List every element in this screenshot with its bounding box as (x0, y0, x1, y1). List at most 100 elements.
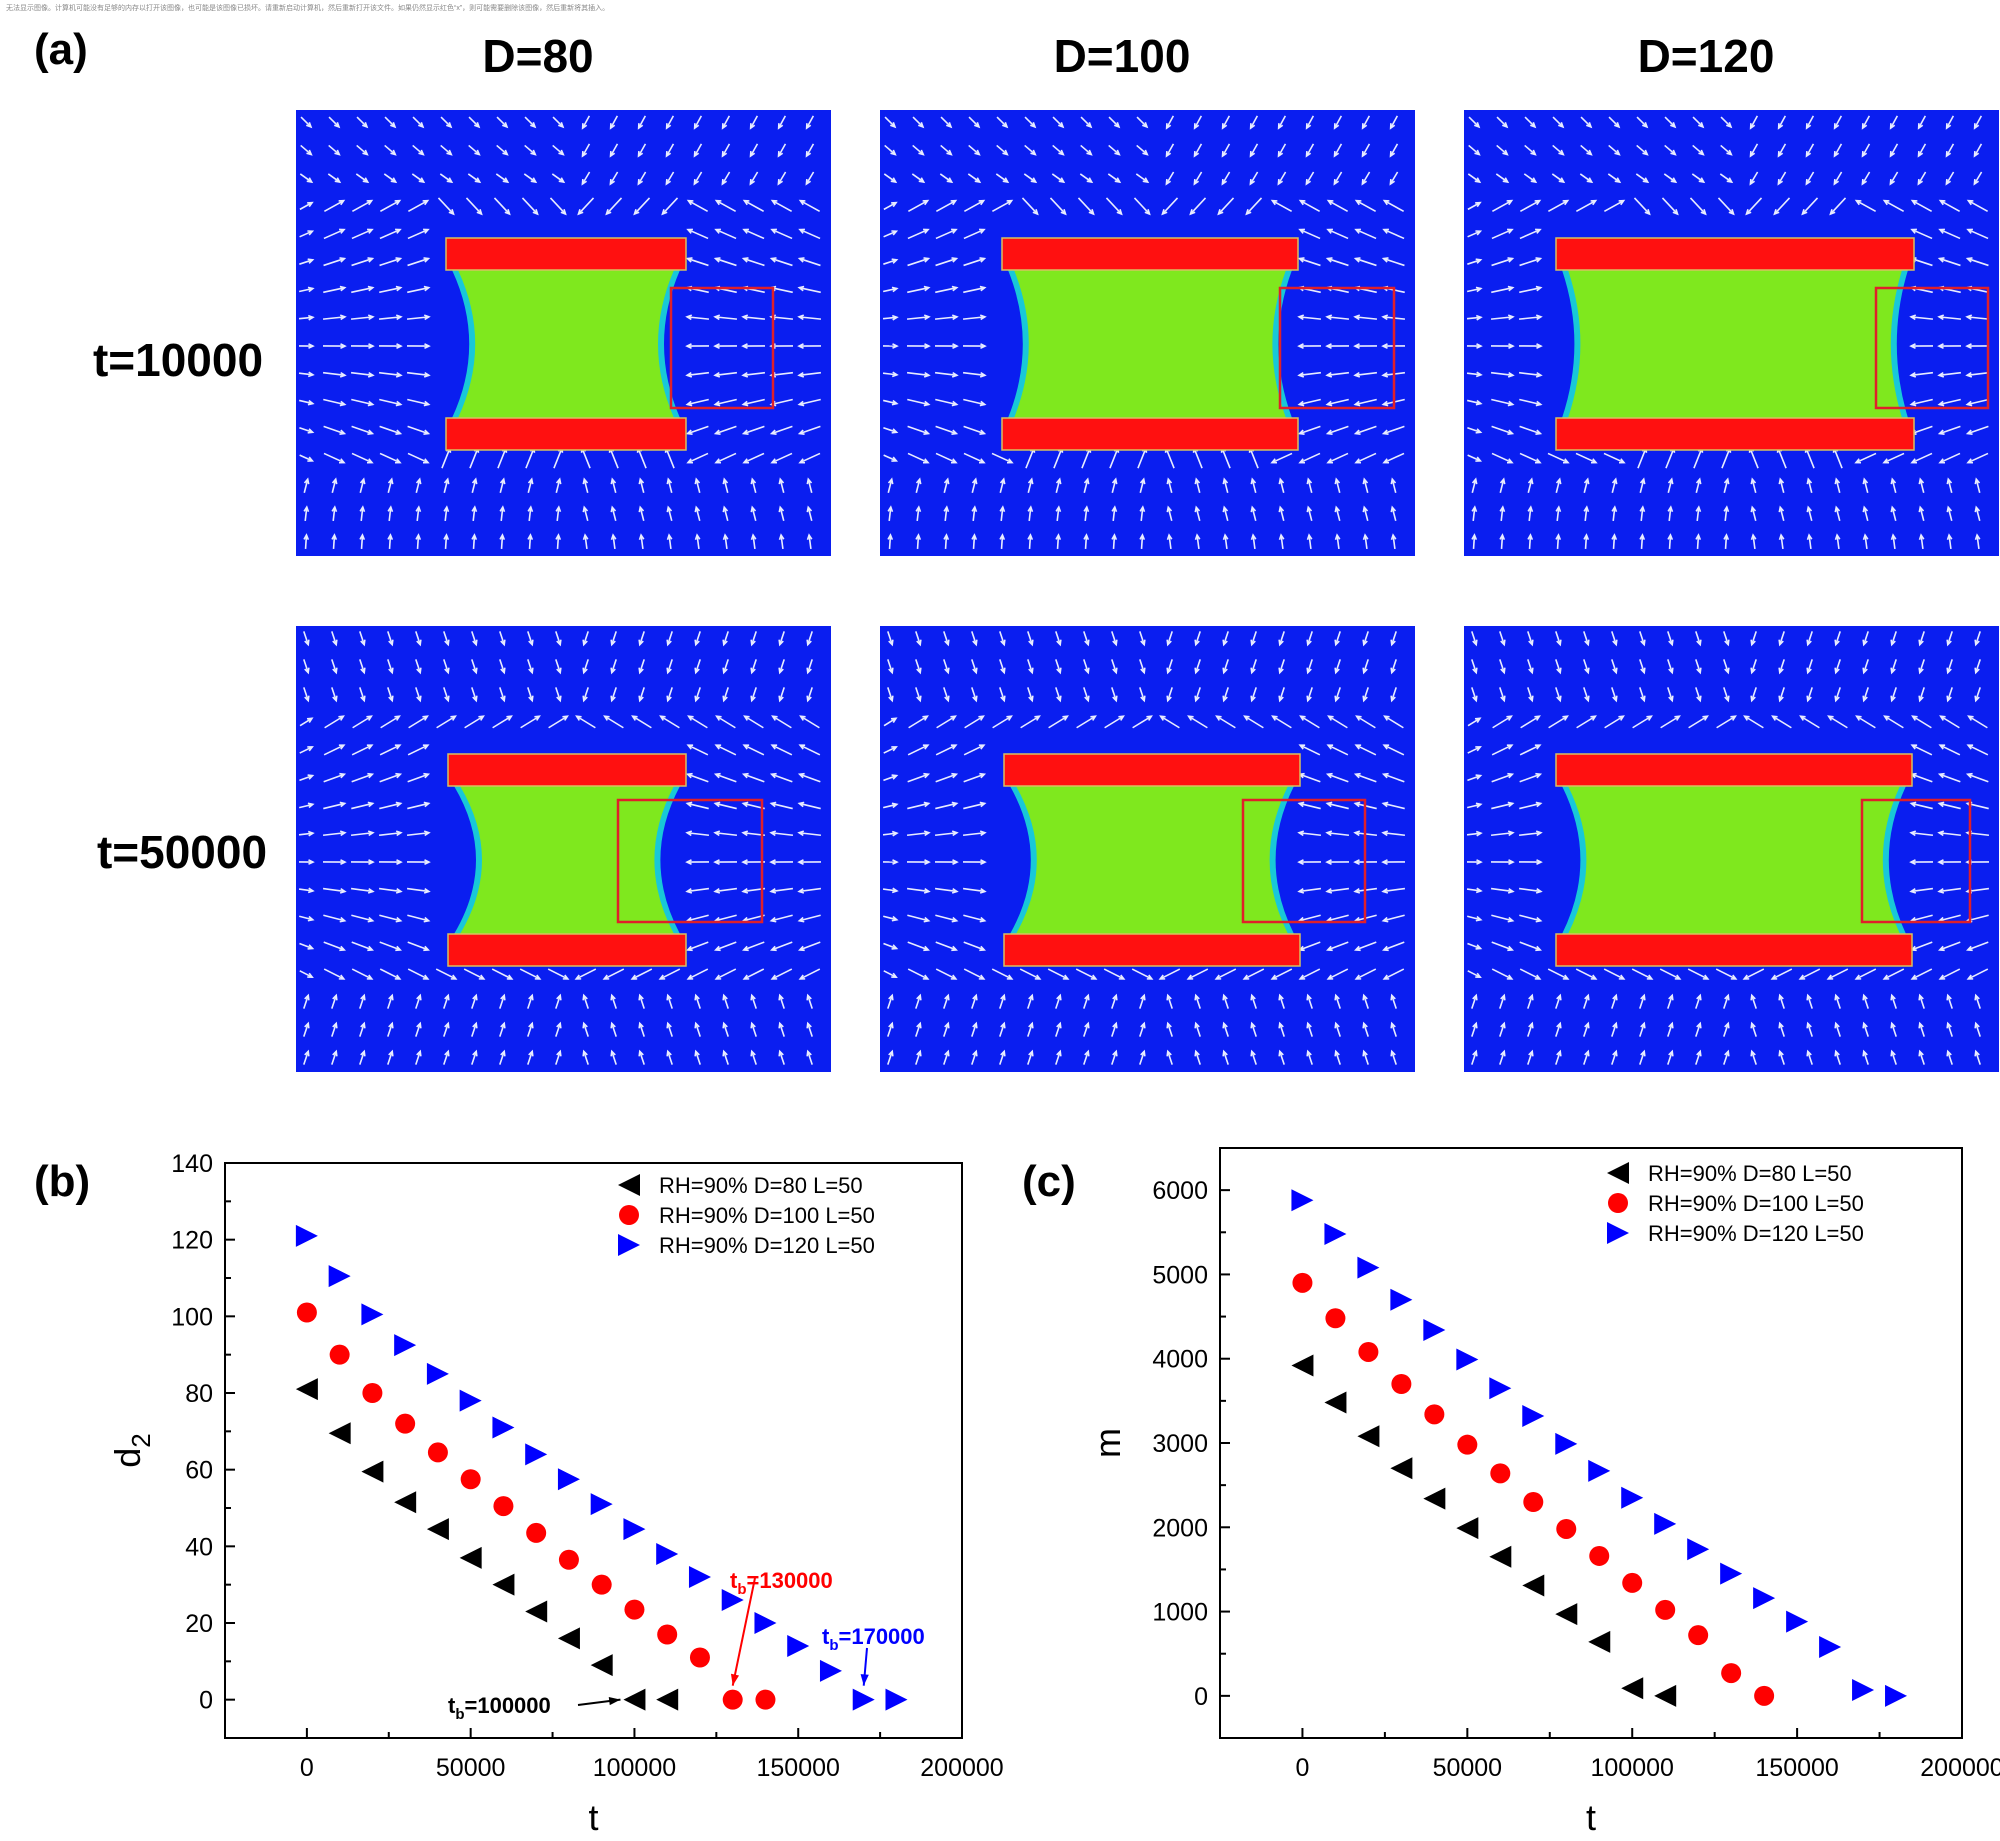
velocity-arrow-head (1278, 639, 1284, 647)
velocity-arrow (665, 143, 675, 157)
velocity-arrow (299, 717, 313, 727)
velocity-arrow-head (1974, 1049, 1980, 1057)
velocity-arrow (1354, 371, 1378, 377)
velocity-arrow (1939, 941, 1961, 951)
velocity-arrow (351, 425, 373, 435)
velocity-arrow-head (415, 533, 422, 540)
velocity-arrow (1556, 534, 1560, 550)
velocity-arrow-head (1535, 429, 1543, 435)
velocity-arrow-head (1222, 1049, 1228, 1057)
velocity-arrow (1279, 631, 1285, 645)
velocity-arrow (777, 171, 787, 185)
velocity-arrow (1245, 197, 1263, 215)
velocity-arrow-head (1696, 1021, 1702, 1029)
velocity-arrow-head (694, 477, 701, 485)
velocity-arrow-head (1668, 1021, 1674, 1029)
velocity-arrow-head (1215, 715, 1222, 721)
velocity-arrow-head (1670, 177, 1678, 184)
velocity-arrow (1193, 447, 1203, 469)
velocity-arrow-head (1325, 888, 1333, 894)
velocity-arrow-head (1749, 151, 1756, 158)
velocity-arrow (667, 479, 673, 493)
velocity-arrow (1023, 173, 1037, 183)
velocity-arrow (1307, 1051, 1313, 1065)
velocity-arrow-head (666, 1049, 672, 1057)
legend-marker (1608, 1193, 1628, 1213)
velocity-arrow (963, 286, 985, 294)
velocity-arrow (1751, 1023, 1757, 1037)
velocity-arrow-head (1528, 639, 1534, 647)
velocity-arrow-head (444, 1021, 450, 1029)
velocity-arrow (1299, 452, 1321, 464)
velocity-arrow-head (1585, 121, 1593, 129)
velocity-arrow-head (1270, 458, 1278, 464)
velocity-arrow-head (1222, 505, 1229, 513)
velocity-arrow (1639, 687, 1645, 701)
velocity-arrow-head (527, 477, 534, 485)
velocity-arrow (667, 631, 673, 645)
velocity-arrow (1911, 941, 1933, 951)
velocity-arrow (1835, 995, 1841, 1009)
annotation-rest: =100000 (465, 1693, 551, 1718)
velocity-arrow-head (339, 257, 347, 263)
velocity-arrow (415, 1051, 421, 1065)
velocity-arrow-head (388, 993, 394, 1001)
velocity-arrow-head (1083, 477, 1090, 485)
velocity-arrow (611, 995, 617, 1009)
velocity-arrow (359, 659, 365, 673)
velocity-arrow-head (1730, 715, 1737, 721)
velocity-arrow (668, 534, 672, 550)
velocity-arrow (968, 144, 980, 156)
velocity-arrow-head (1142, 149, 1149, 156)
velocity-arrow (935, 968, 957, 980)
velocity-arrow (1579, 173, 1593, 183)
velocity-arrow-head (443, 505, 450, 513)
velocity-arrow-head (666, 477, 673, 485)
velocity-arrow (1491, 228, 1513, 240)
velocity-arrow (323, 425, 345, 435)
velocity-arrow (1883, 968, 1905, 980)
velocity-arrow-head (387, 505, 394, 513)
velocity-arrow-head (1084, 667, 1090, 675)
velocity-arrow-head (1644, 209, 1651, 216)
velocity-arrow (323, 452, 345, 464)
velocity-arrow-head (1535, 945, 1542, 952)
data-point (525, 1600, 548, 1623)
velocity-arrow-head (1326, 458, 1334, 464)
velocity-arrow-head (951, 228, 958, 234)
velocity-arrow-head (1590, 199, 1598, 206)
velocity-arrow (1889, 143, 1899, 157)
velocity-arrow (1499, 687, 1505, 701)
velocity-arrow (721, 143, 731, 157)
data-point (1621, 1677, 1644, 1700)
velocity-arrow-head (1909, 371, 1917, 378)
velocity-arrow-head (722, 477, 729, 485)
velocity-arrow (1695, 1051, 1701, 1065)
velocity-arrow-head (686, 199, 694, 206)
velocity-arrow (1833, 115, 1843, 129)
velocity-arrow (388, 506, 392, 522)
velocity-arrow (771, 802, 793, 810)
velocity-arrow (1720, 144, 1732, 156)
velocity-arrow-head (722, 505, 729, 513)
velocity-arrow-head (417, 121, 425, 129)
velocity-arrow-head (1667, 477, 1674, 485)
velocity-arrow-head (338, 199, 346, 206)
velocity-arrow (1604, 715, 1624, 729)
velocity-arrow (751, 659, 757, 673)
velocity-arrow-head (637, 178, 644, 186)
velocity-arrow (527, 631, 533, 645)
velocity-arrow (1383, 744, 1405, 756)
velocity-arrow-head (950, 715, 957, 721)
velocity-arrow (1518, 887, 1542, 893)
velocity-arrow (407, 228, 429, 240)
velocity-arrow-head (1702, 715, 1709, 721)
velocity-arrow (1111, 659, 1117, 673)
velocity-arrow-head (1306, 667, 1312, 675)
velocity-arrow (1492, 715, 1512, 729)
velocity-arrow (1111, 687, 1117, 701)
velocity-arrow (807, 631, 813, 645)
chart-b: (b)0 50000 100000 150000 2000000204060801001… (34, 1150, 1004, 1838)
velocity-arrow (1967, 773, 1989, 783)
velocity-arrow-head (923, 916, 931, 923)
